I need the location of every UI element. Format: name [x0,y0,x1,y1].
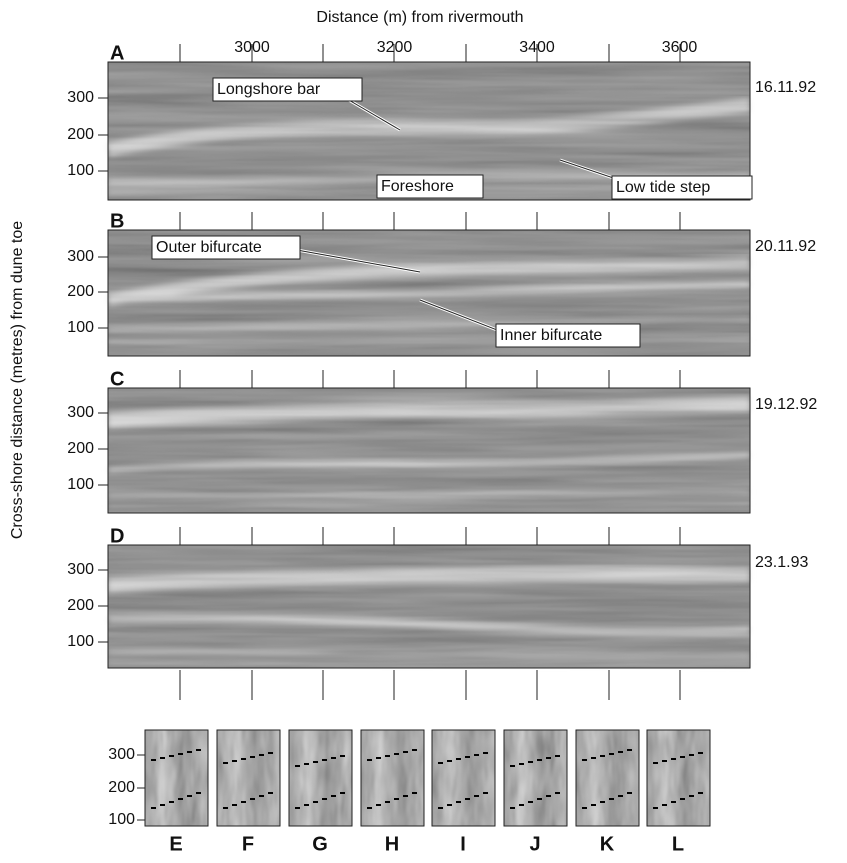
panel-label: D [110,525,124,547]
texture [576,730,639,826]
y-tick-label: 100 [67,319,94,336]
texture [108,545,750,668]
texture [432,730,495,826]
annotation: Inner bifurcate [500,327,602,344]
texture [504,730,567,826]
texture [108,388,750,513]
profile-label: G [312,833,328,855]
y-tick-label: 200 [67,126,94,143]
panel-label: C [110,368,124,390]
profile-label: I [460,833,466,855]
panel-date: 16.11.92 [755,79,816,96]
panel-date: 23.1.93 [755,554,808,571]
y-tick-label: 100 [67,633,94,650]
profile-label: H [385,833,399,855]
profile-label: J [529,833,540,855]
texture [647,730,710,826]
y-tick-label: 200 [67,597,94,614]
annotation: Longshore bar [217,81,321,98]
panel-date: 19.12.92 [755,396,817,413]
y-tick-label: 300 [67,404,94,421]
annotation: Low tide step [616,179,710,196]
texture [217,730,280,826]
y-tick-label: 300 [108,746,135,763]
y-axis-title: Cross-shore distance (metres) from dune … [9,221,26,539]
y-tick-label: 300 [67,89,94,106]
x-axis-title: Distance (m) from rivermouth [316,9,523,26]
profile-label: L [672,833,684,855]
panel-label: B [110,210,124,232]
figure: Distance (m) from rivermouth Cross-shore… [0,0,847,863]
panel-label: A [110,42,124,64]
y-tick-label: 200 [108,779,135,796]
texture [289,730,352,826]
y-tick-label: 200 [67,440,94,457]
annotation: Outer bifurcate [156,239,262,256]
y-tick-label: 300 [67,248,94,265]
profile-label: K [600,833,615,855]
texture [361,730,424,826]
profile-label: F [242,833,254,855]
y-tick-label: 100 [67,162,94,179]
profile-label: E [169,833,182,855]
texture [145,730,208,826]
x-tick-label: 3200 [377,39,413,56]
y-tick-label: 100 [67,476,94,493]
y-tick-label: 200 [67,283,94,300]
panel-date: 20.11.92 [755,238,816,255]
y-tick-label: 300 [67,561,94,578]
y-tick-label: 100 [108,811,135,828]
annotation: Foreshore [381,178,454,195]
